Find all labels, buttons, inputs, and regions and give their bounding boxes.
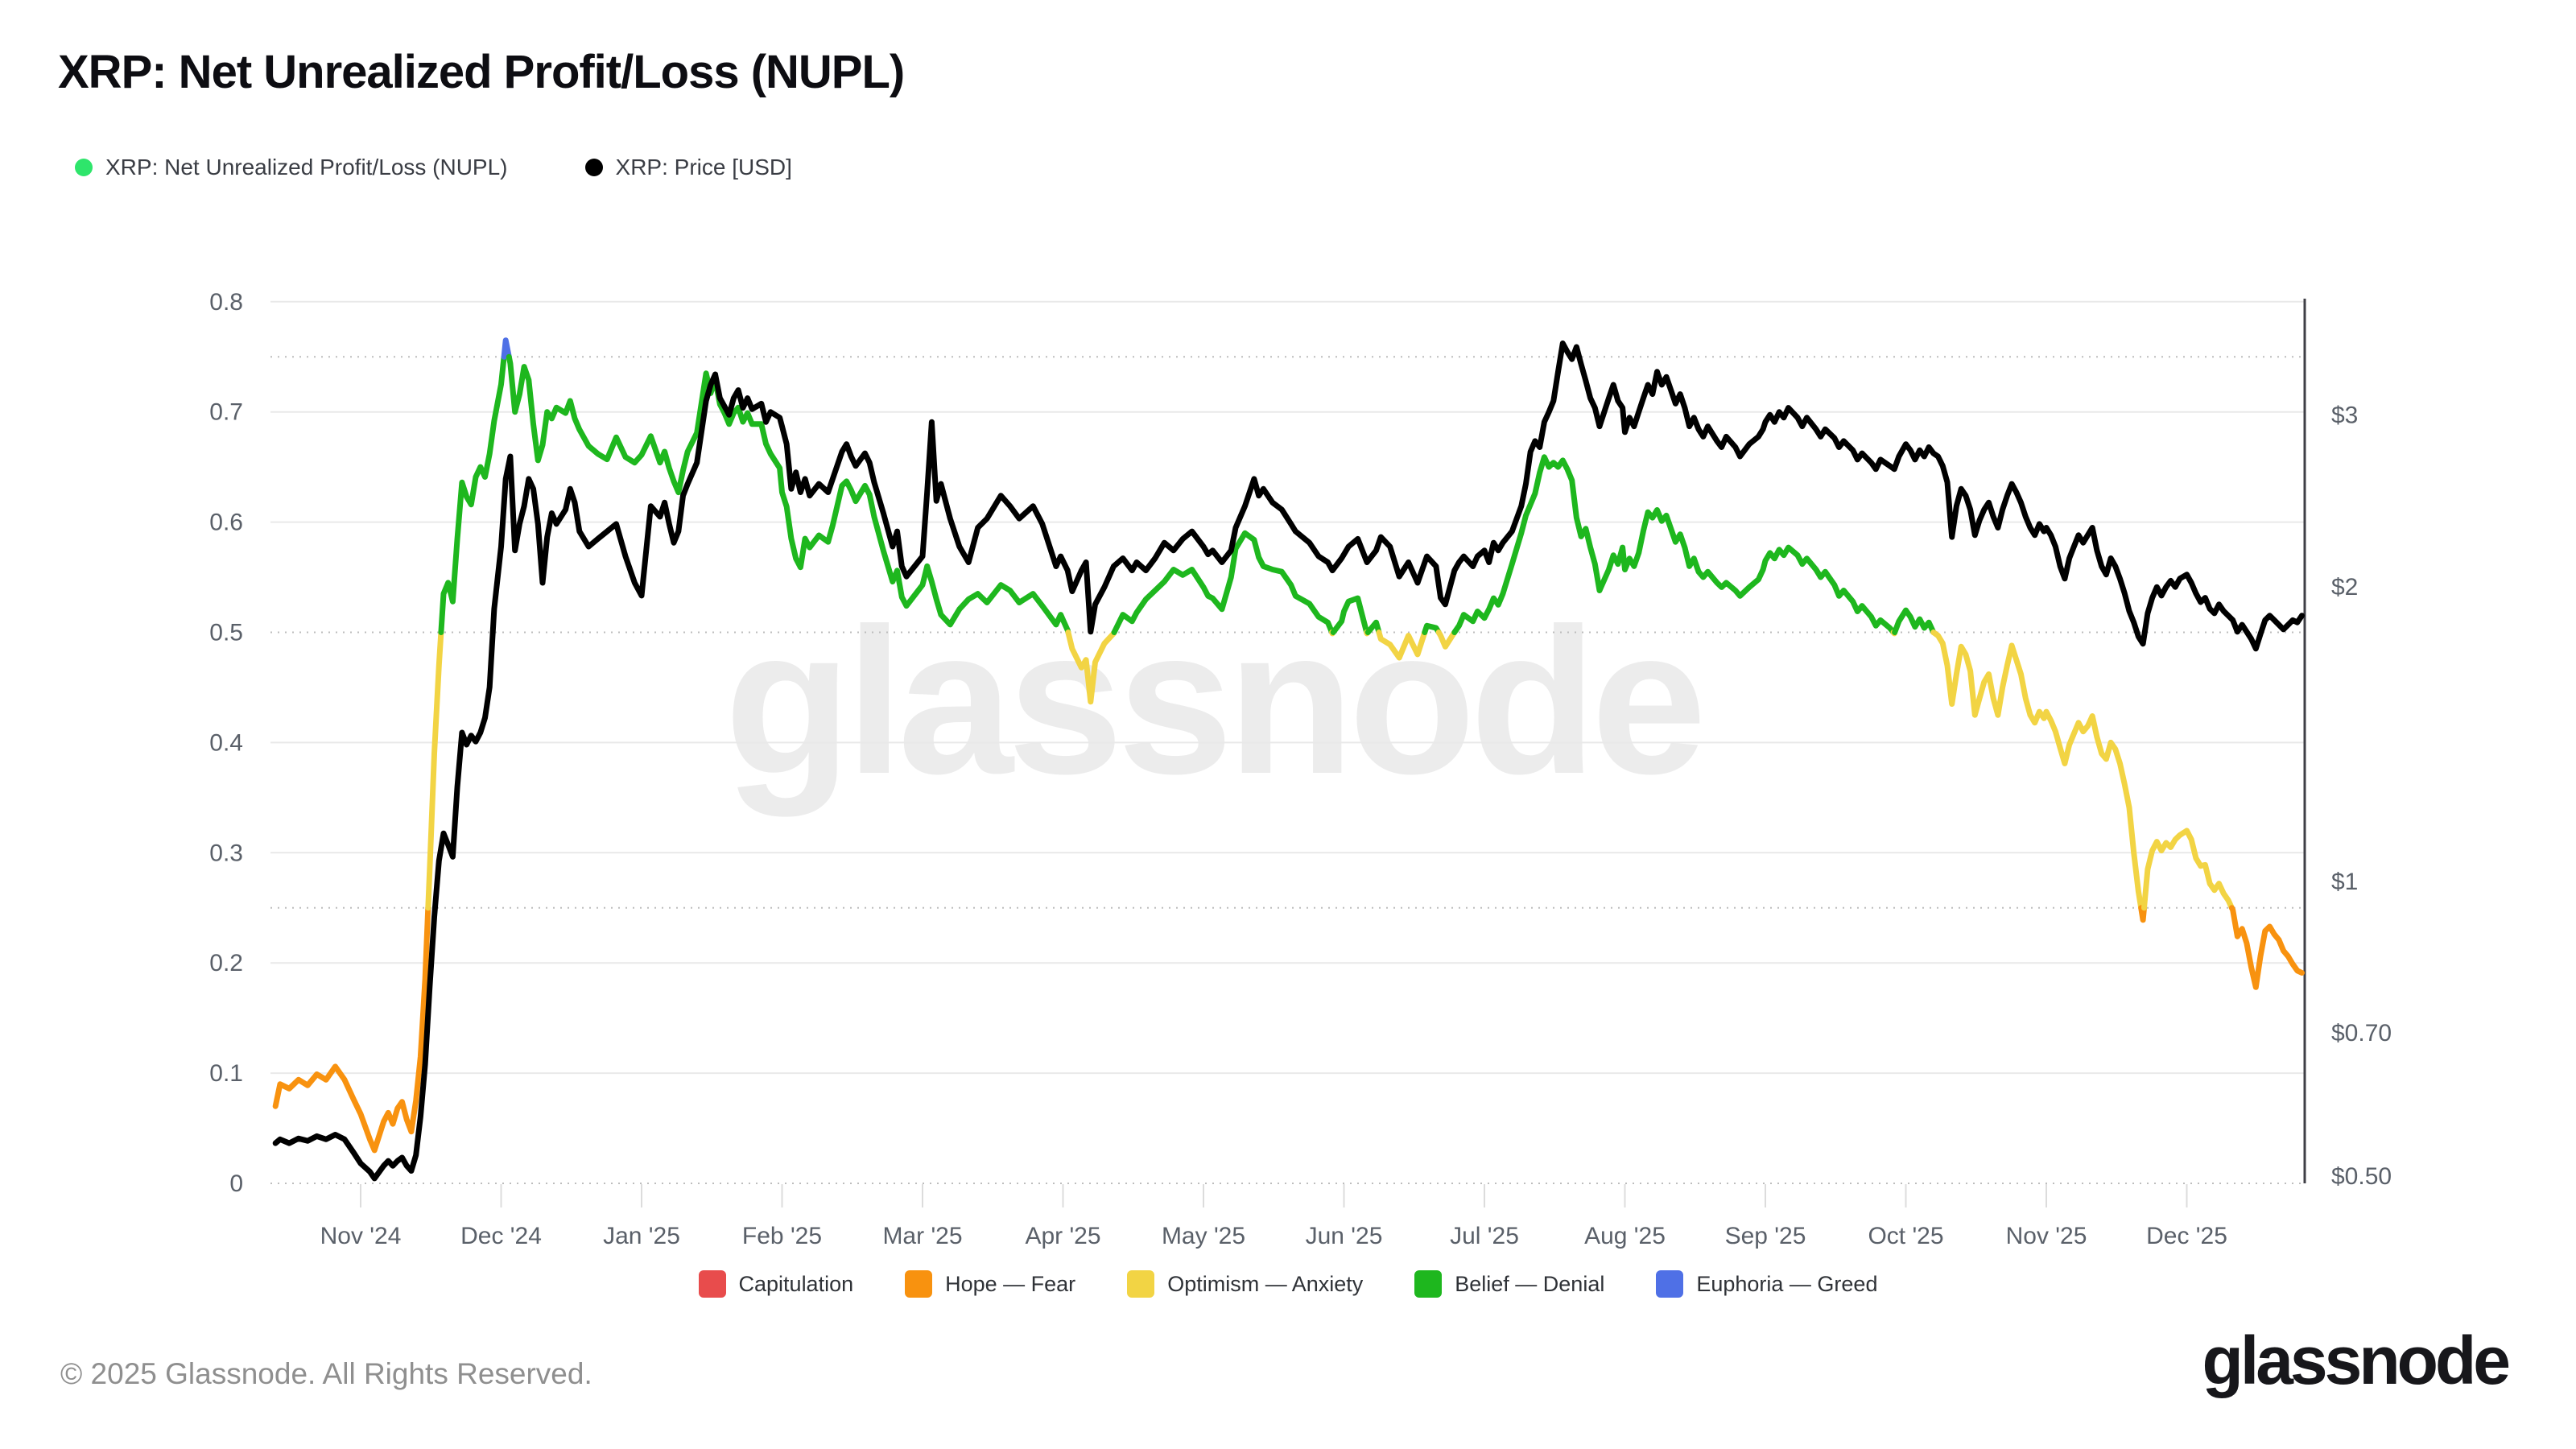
copyright-notice: © 2025 Glassnode. All Rights Reserved. <box>60 1357 592 1390</box>
band-legend-optimism-anxiety-label: Optimism — Anxiety <box>1167 1271 1364 1296</box>
band-legend: Capitulation Hope — Fear Optimism — Anxi… <box>0 1270 2576 1298</box>
belief-denial-swatch-icon <box>1414 1270 1443 1298</box>
y-axis-label: 0.4 <box>209 729 243 756</box>
nupl-line-segment <box>1111 530 1335 635</box>
y-axis-label: 0.8 <box>209 289 243 316</box>
nupl-line-segment <box>2138 905 2147 923</box>
nupl-line-segment <box>2228 905 2305 990</box>
y-axis-label: 0.7 <box>209 399 243 426</box>
nupl-line-segment <box>1435 630 1458 650</box>
nupl-line-segment <box>272 905 431 1154</box>
nupl-line-segment <box>1930 630 2145 911</box>
x-axis-label: Mar '25 <box>882 1223 962 1249</box>
price-axis-label: $1 <box>2331 869 2358 895</box>
nupl-line-segment <box>1065 630 1117 705</box>
band-legend-euphoria-greed-label: Euphoria — Greed <box>1696 1271 1878 1296</box>
legend-item-nupl[interactable]: XRP: Net Unrealized Profit/Loss (NUPL) <box>75 155 508 180</box>
y-axis-label: 0 <box>229 1170 243 1197</box>
nupl-line-segment <box>1364 619 1382 635</box>
nupl-line-segment <box>501 337 512 360</box>
y-axis-label: 0.2 <box>209 950 243 976</box>
x-axis-label: Nov '25 <box>2006 1223 2087 1249</box>
capitulation-swatch-icon <box>698 1270 726 1298</box>
x-axis-label: Jun '25 <box>1306 1223 1383 1249</box>
x-axis-label: Jul '25 <box>1450 1223 1519 1249</box>
optimism-anxiety-swatch-icon <box>1127 1270 1155 1298</box>
price-axis-label: $0.70 <box>2331 1020 2392 1046</box>
page-title: XRP: Net Unrealized Profit/Loss (NUPL) <box>58 46 905 98</box>
legend-item-nupl-label: XRP: Net Unrealized Profit/Loss (NUPL) <box>105 155 508 180</box>
y-axis-label: 0.5 <box>209 620 243 646</box>
hope-fear-swatch-icon <box>905 1270 933 1298</box>
nupl-line-segment <box>1892 607 1937 635</box>
price-axis-label: $0.50 <box>2331 1163 2392 1190</box>
x-axis-label: Sep '25 <box>1725 1223 1806 1249</box>
x-axis-label: Aug '25 <box>1584 1223 1666 1249</box>
x-axis-label: Apr '25 <box>1025 1223 1100 1249</box>
nupl-line-segment <box>1330 595 1370 635</box>
band-legend-capitulation-label: Capitulation <box>738 1271 854 1296</box>
glassnode-watermark: glassnode <box>724 584 1707 817</box>
y-axis-label: 0.6 <box>209 510 243 536</box>
price-axis-label: $3 <box>2331 402 2358 428</box>
nupl-line-segment <box>1451 454 1897 635</box>
x-axis-label: Dec '25 <box>2146 1223 2227 1249</box>
nupl-series-dot-icon <box>75 159 93 176</box>
y-axis-label: 0.3 <box>209 840 243 866</box>
price-axis-label: $2 <box>2331 574 2358 601</box>
euphoria-greed-swatch-icon <box>1656 1270 1684 1298</box>
x-axis-label: Nov '24 <box>320 1223 402 1249</box>
series-legend: XRP: Net Unrealized Profit/Loss (NUPL) X… <box>75 155 792 180</box>
x-axis-label: Dec '24 <box>460 1223 542 1249</box>
nupl-line-segment <box>438 353 507 635</box>
legend-item-price[interactable]: XRP: Price [USD] <box>584 155 792 180</box>
price-line <box>272 341 2305 1182</box>
band-legend-item-belief-denial[interactable]: Belief — Denial <box>1414 1270 1604 1298</box>
nupl-line-segment <box>506 353 1071 635</box>
legend-item-price-label: XRP: Price [USD] <box>615 155 792 180</box>
x-axis-label: Oct '25 <box>1868 1223 1943 1249</box>
nupl-line-segment <box>2141 828 2235 911</box>
x-axis-label: May '25 <box>1162 1223 1245 1249</box>
band-legend-belief-denial-label: Belief — Denial <box>1455 1271 1605 1296</box>
price-series-dot-icon <box>584 159 603 176</box>
band-legend-item-euphoria-greed[interactable]: Euphoria — Greed <box>1656 1270 1877 1298</box>
glassnode-logo: glassnode <box>2202 1323 2511 1398</box>
band-legend-item-hope-fear[interactable]: Hope — Fear <box>905 1270 1075 1298</box>
nupl-line-segment <box>425 630 444 911</box>
nupl-line-segment <box>1376 630 1428 661</box>
band-legend-item-optimism-anxiety[interactable]: Optimism — Anxiety <box>1127 1270 1363 1298</box>
x-axis-label: Jan '25 <box>603 1223 680 1249</box>
band-legend-hope-fear-label: Hope — Fear <box>945 1271 1076 1296</box>
band-legend-item-capitulation[interactable]: Capitulation <box>698 1270 854 1298</box>
x-axis-label: Feb '25 <box>742 1223 822 1249</box>
y-axis-label: 0.1 <box>209 1060 243 1087</box>
